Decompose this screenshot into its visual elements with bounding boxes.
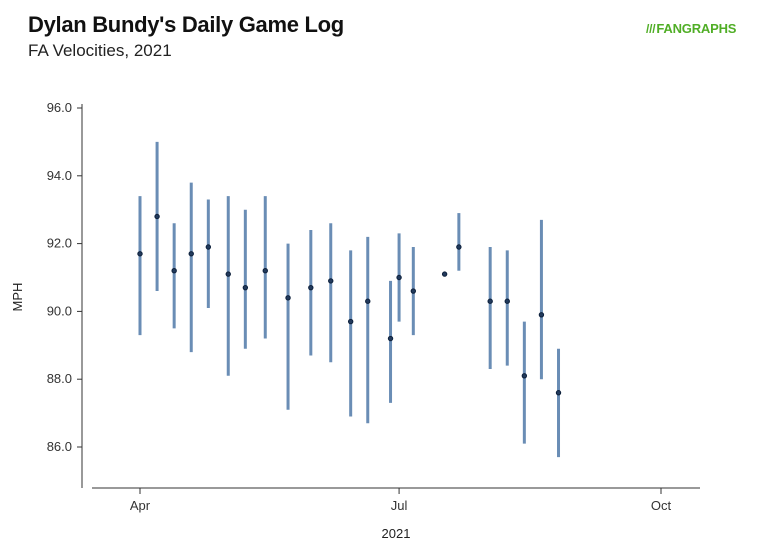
fangraphs-logo-mark-icon: /// bbox=[646, 22, 656, 36]
average-velocity-point[interactable] bbox=[521, 373, 528, 379]
average-velocity-point[interactable] bbox=[137, 251, 143, 257]
fangraphs-logo[interactable]: ///FANGRAPHS bbox=[646, 21, 736, 36]
x-axis: Apr Jul Oct bbox=[92, 487, 700, 513]
average-velocity-point[interactable] bbox=[441, 271, 448, 277]
y-axis-title: MPH bbox=[10, 283, 25, 312]
average-velocity-point[interactable] bbox=[365, 298, 371, 304]
chart-title: Dylan Bundy's Daily Game Log bbox=[28, 12, 344, 37]
average-velocity-point[interactable] bbox=[308, 284, 314, 291]
y-tick-label: 86.0 bbox=[47, 439, 72, 454]
average-velocity-point[interactable] bbox=[171, 268, 177, 274]
average-velocity-point[interactable] bbox=[538, 312, 545, 318]
y-tick-label: 94.0 bbox=[47, 168, 72, 183]
y-tick-label: 92.0 bbox=[47, 236, 72, 251]
y-tick-label: 96.0 bbox=[47, 100, 72, 115]
y-tick-label: 88.0 bbox=[47, 371, 72, 386]
average-velocity-point[interactable] bbox=[387, 335, 394, 342]
x-tick-label: Apr bbox=[130, 498, 151, 513]
average-velocity-point[interactable] bbox=[487, 298, 493, 304]
average-velocity-point[interactable] bbox=[262, 268, 268, 274]
average-velocity-point[interactable] bbox=[504, 298, 510, 304]
average-velocity-point[interactable] bbox=[555, 390, 562, 396]
average-velocity-point[interactable] bbox=[328, 278, 334, 284]
velocity-ranges bbox=[138, 141, 561, 458]
x-axis-title: 2021 bbox=[382, 526, 411, 541]
x-tick-label: Jul bbox=[391, 498, 408, 513]
x-tick-label: Oct bbox=[651, 498, 672, 513]
average-velocity-point[interactable] bbox=[242, 284, 249, 291]
average-velocity-point[interactable] bbox=[410, 288, 417, 294]
average-velocity-point[interactable] bbox=[205, 244, 212, 250]
average-velocity-point[interactable] bbox=[188, 251, 194, 257]
average-velocity-point[interactable] bbox=[285, 295, 291, 301]
y-tick-label: 90.0 bbox=[47, 303, 72, 318]
average-velocity-point[interactable] bbox=[225, 271, 231, 277]
y-axis: 96.0 94.0 92.0 90.0 88.0 86.0 bbox=[47, 100, 83, 488]
average-velocity-point[interactable] bbox=[154, 213, 160, 220]
average-velocity-points bbox=[137, 213, 562, 396]
average-velocity-point[interactable] bbox=[456, 244, 462, 250]
chart-subtitle: FA Velocities, 2021 bbox=[28, 41, 172, 60]
average-velocity-point[interactable] bbox=[347, 318, 354, 325]
fangraphs-logo-text: FANGRAPHS bbox=[656, 21, 737, 36]
average-velocity-point[interactable] bbox=[396, 274, 402, 281]
